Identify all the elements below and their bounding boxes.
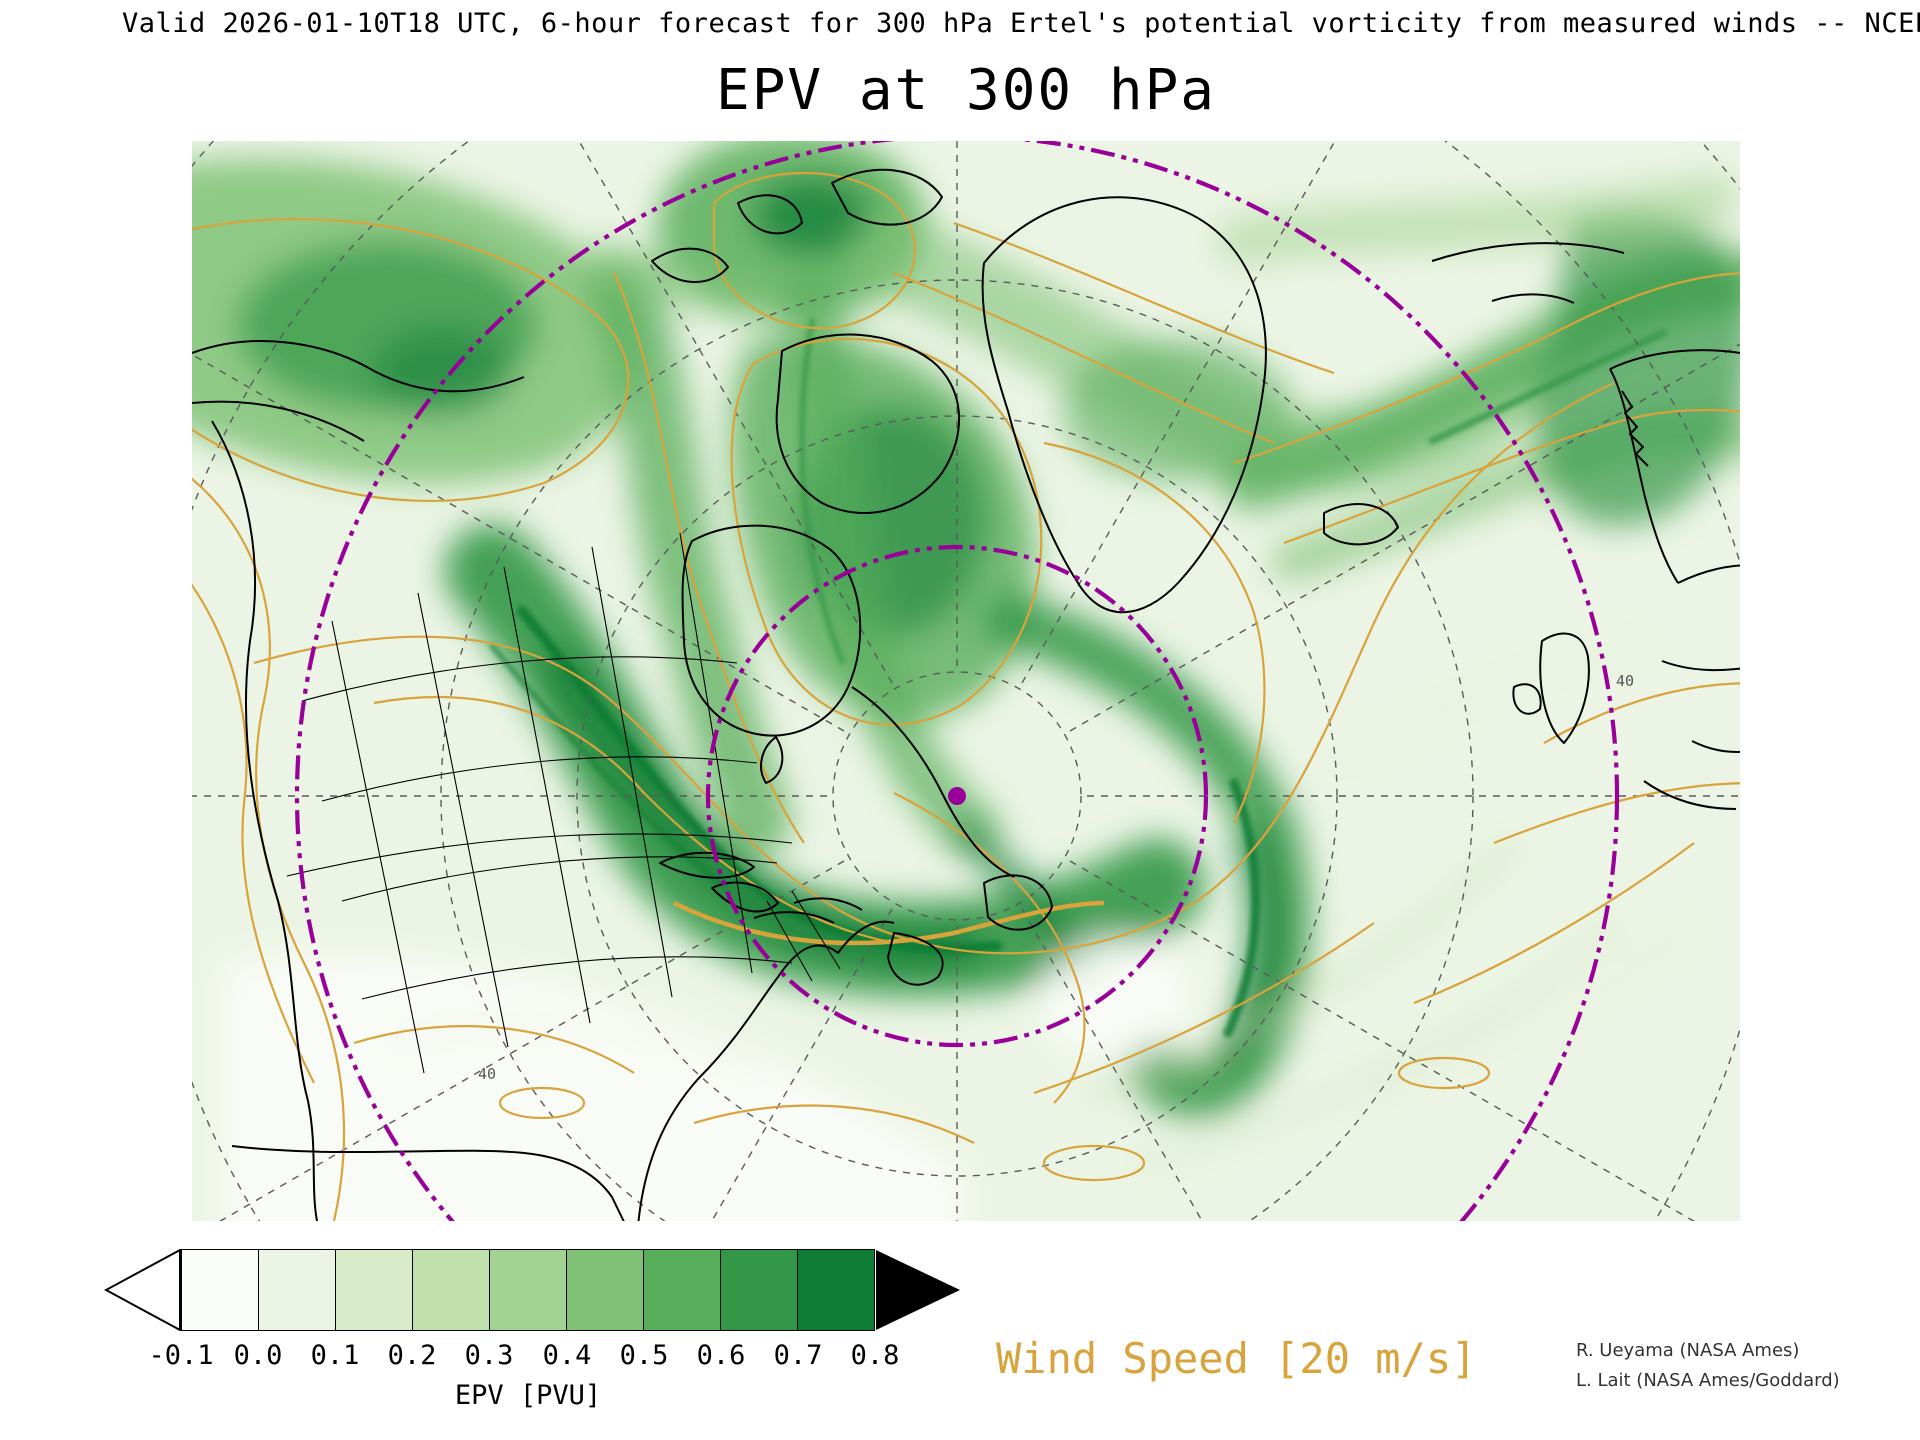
epv-filament <box>1223 778 1261 1038</box>
epv-band <box>587 241 777 319</box>
colorbar-tick: 0.4 <box>542 1340 592 1371</box>
coastlines <box>192 168 1740 1221</box>
colorbar-tick: 0.6 <box>696 1340 746 1371</box>
epv-blob <box>1062 339 1292 483</box>
valid-time-line: Valid 2026-01-10T18 UTC, 6-hour forecast… <box>122 8 1920 39</box>
colorbar-cell <box>412 1249 490 1331</box>
colorbar-ticks: -0.1 0.0 0.1 0.2 0.3 0.4 0.5 0.6 0.7 0.8 <box>104 1340 1004 1372</box>
colorbar-cell <box>258 1249 336 1331</box>
state-borders-zonal <box>286 656 841 1000</box>
colorbar-cell <box>720 1249 798 1331</box>
pole-marker-dot <box>948 787 966 805</box>
credit-line-1: R. Ueyama (NASA Ames) <box>1576 1340 1800 1361</box>
latitude-circle-50n <box>440 279 1474 1221</box>
colorbar-cells <box>181 1249 875 1331</box>
wind-speed-legend: Wind Speed [20 m/s] <box>996 1334 1477 1383</box>
coastline-hudson-bay <box>681 524 862 784</box>
epv-blob <box>372 326 512 416</box>
epv-band <box>1337 638 1649 766</box>
coastline-greenland-iceland <box>981 196 1399 614</box>
colorbar-tick: 0.5 <box>619 1340 669 1371</box>
colorbar-tick: 0.3 <box>464 1340 514 1371</box>
colorbar-tick: 0.2 <box>387 1340 437 1371</box>
wind-contour-strong <box>672 900 1105 946</box>
latitude-circle-70n-highlight <box>705 544 1209 1048</box>
epv-band <box>1086 837 1520 1097</box>
epv-band <box>784 278 1002 859</box>
credit-line-2: L. Lait (NASA Ames/Goddard) <box>1576 1369 1840 1391</box>
colorbar-cell <box>489 1249 567 1331</box>
colorbar-tick: 0.8 <box>850 1340 900 1371</box>
epv-blob <box>752 176 872 256</box>
colorbar-tick: 0.7 <box>773 1340 823 1371</box>
wind-contour-closed <box>498 1056 1491 1182</box>
colorbar-cell <box>797 1249 875 1331</box>
colorbar-caption: EPV [PVU] <box>454 1380 602 1411</box>
epv-band <box>388 1020 756 1075</box>
colorbar <box>104 1249 961 1331</box>
wind-contour <box>353 272 1740 1144</box>
colorbar-tick: 0.1 <box>310 1340 360 1371</box>
colorbar-tick: -0.1 <box>148 1340 214 1371</box>
wind-contour <box>192 172 1335 824</box>
state-borders-meridional <box>331 532 753 1074</box>
latitude-circle-60n <box>576 415 1338 1177</box>
epv-filament <box>489 643 727 889</box>
colorbar-over-arrow <box>876 1250 960 1330</box>
epv-band <box>1137 918 1622 1166</box>
epv-band <box>1368 927 1696 1095</box>
epv-blob <box>1536 212 1740 526</box>
graticule: 40 40 <box>192 141 1740 1221</box>
colorbar-under-arrow <box>104 1249 181 1331</box>
coastline-north-america <box>211 420 1053 1221</box>
latitude-label: 40 <box>1616 672 1634 690</box>
latitude-circle-40n-highlight <box>295 141 1619 1221</box>
epv-pale-region <box>222 955 962 1221</box>
colorbar-cell <box>643 1249 721 1331</box>
colorbar-cell <box>335 1249 413 1331</box>
credits: R. Ueyama (NASA Ames) L. Lait (NASA Ames… <box>1576 1336 1840 1395</box>
latitude-label: 40 <box>478 1065 496 1083</box>
colorbar-cell <box>566 1249 644 1331</box>
page-title: EPV at 300 hPa <box>715 58 1216 123</box>
epv-map: 40 40 <box>192 141 1740 1221</box>
epv-pale-region <box>1042 937 1192 1061</box>
coastline-arctic <box>192 168 1625 514</box>
coastline-great-lakes <box>659 851 863 924</box>
epv-filament <box>799 318 845 664</box>
colorbar-cell <box>181 1249 259 1331</box>
coastline-europe <box>1512 349 1740 810</box>
epv-filament <box>517 606 1002 954</box>
epv-map-canvas: 40 40 <box>192 141 1740 1221</box>
colorbar-tick: 0.0 <box>233 1340 283 1371</box>
highlight-latitude-circles <box>295 141 1619 1221</box>
latitude-circle-80n <box>832 671 1082 921</box>
epv-band <box>984 593 1311 1118</box>
epv-shading <box>192 141 1740 1221</box>
